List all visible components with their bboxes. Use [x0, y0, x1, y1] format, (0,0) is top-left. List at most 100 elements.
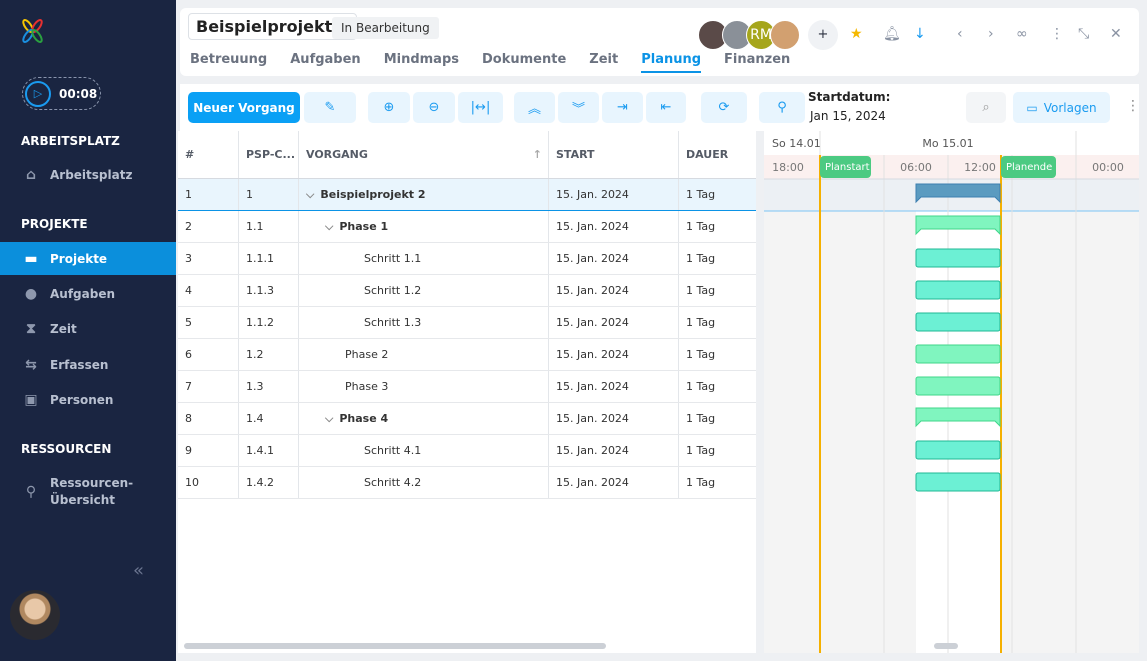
- gantt-toolbar: Neuer Vorgang ✎ ⊕ ⊖ |↔| ︽ ︾ ⇥ ⇤ ⟳ ⚲ Star…: [180, 84, 1140, 131]
- close-icon[interactable]: ✕: [1110, 26, 1122, 42]
- chevron-down-icon[interactable]: ⌵: [325, 219, 334, 233]
- task-name: Phase 4: [339, 412, 389, 425]
- fit-width-button[interactable]: |↔|: [458, 92, 503, 123]
- templates-label: Vorlagen: [1043, 100, 1097, 115]
- templates-icon: ▭: [1026, 100, 1038, 115]
- more-vertical-icon[interactable]: ⋮: [1050, 26, 1064, 42]
- section-arbeitsplatz: ARBEITSPLATZ: [21, 134, 120, 148]
- new-task-button[interactable]: Neuer Vorgang: [188, 92, 300, 123]
- zoom-in-button[interactable]: ⊕: [368, 92, 410, 123]
- sidebar-item-arbeitsplatz[interactable]: ⌂ Arbeitsplatz: [0, 158, 176, 191]
- grid-scrollbar[interactable]: [184, 643, 606, 649]
- arrow-down-icon[interactable]: ↓: [914, 26, 926, 42]
- col-vorgang[interactable]: VORGANG ↑: [299, 131, 549, 178]
- table-row[interactable]: 7 1.3 Phase 3 15. Jan. 2024 1 Tag: [178, 371, 756, 403]
- chevron-right-icon[interactable]: ›: [988, 26, 994, 42]
- user-avatar[interactable]: [10, 590, 60, 640]
- expand-all-button[interactable]: ︾: [558, 92, 599, 123]
- label: Projekte: [50, 251, 108, 266]
- avatar[interactable]: [770, 20, 800, 50]
- sidebar-item-zeit[interactable]: ⧗ Zeit: [0, 312, 176, 345]
- refresh-icon: ⟳: [718, 100, 730, 115]
- day-label: Mo 15.01: [922, 137, 973, 150]
- table-row[interactable]: 4 1.1.3 Schritt 1.2 15. Jan. 2024 1 Tag: [178, 275, 756, 307]
- section-ressourcen: RESSOURCEN: [21, 442, 112, 456]
- collapse-sidebar-icon[interactable]: «: [133, 560, 145, 581]
- hour-label: 18:00: [772, 161, 804, 174]
- fit-width-icon: |↔|: [470, 100, 491, 115]
- tab-dokumente[interactable]: Dokumente: [482, 52, 567, 67]
- cell-dauer: 1 Tag: [686, 220, 716, 233]
- tab-betreuung[interactable]: Betreuung: [190, 52, 268, 67]
- sidebar: ▷ 00:08 ARBEITSPLATZ ⌂ Arbeitsplatz PROJEK…: [0, 0, 176, 661]
- col-psp[interactable]: PSP-C...: [239, 131, 299, 178]
- zoom-out-button[interactable]: ⊖: [413, 92, 455, 123]
- col-dauer[interactable]: DAUER: [686, 148, 729, 161]
- chevron-left-icon[interactable]: ‹: [957, 26, 963, 42]
- label: Arbeitsplatz: [50, 167, 133, 182]
- sort-asc-icon[interactable]: ↑: [532, 148, 542, 161]
- cell-dauer: 1 Tag: [686, 188, 716, 201]
- outdent-button[interactable]: ⇤: [646, 92, 686, 123]
- cell-psp: 1.1.1: [239, 243, 299, 274]
- task-name: Schritt 1.1: [364, 252, 422, 265]
- cell-vorgang: ⌵ Phase 1: [299, 211, 549, 242]
- task-grid: # PSP-C... VORGANG ↑ START DAUER 1 1 ⌵ Beisp…: [178, 131, 756, 653]
- cell-vorgang: Phase 2: [299, 339, 549, 370]
- table-row[interactable]: 8 1.4 ⌵ Phase 4 15. Jan. 2024 1 Tag: [178, 403, 756, 435]
- search-button[interactable]: ⌕: [966, 92, 1006, 123]
- sidebar-item-aufgaben[interactable]: ● Aufgaben: [0, 277, 176, 310]
- search-icon: ⌕: [982, 100, 990, 115]
- edit-button[interactable]: ✎: [304, 92, 356, 123]
- table-row[interactable]: 10 1.4.2 Schritt 4.2 15. Jan. 2024 1 Tag: [178, 467, 756, 499]
- table-row[interactable]: 5 1.1.2 Schritt 1.3 15. Jan. 2024 1 Tag: [178, 307, 756, 339]
- plan-end-label: Planende: [1006, 162, 1052, 173]
- minimize-icon[interactable]: ⤡: [1078, 26, 1090, 42]
- more-vertical-icon[interactable]: ⋮: [1126, 98, 1140, 114]
- outdent-icon: ⇤: [660, 100, 672, 115]
- link-icon[interactable]: ∞: [1016, 26, 1028, 42]
- bell-icon[interactable]: 🔔︎: [883, 26, 901, 42]
- cell-number: 7: [178, 371, 239, 402]
- map-pin-icon: ⚲: [25, 484, 37, 500]
- play-icon[interactable]: ▷: [25, 80, 51, 107]
- cell-psp: 1.3: [239, 371, 299, 402]
- tab-zeit[interactable]: Zeit: [589, 52, 619, 67]
- start-date-value[interactable]: Jan 15, 2024: [810, 109, 886, 123]
- sidebar-item-ressourcen[interactable]: ⚲ Ressourcen- Übersicht: [0, 474, 176, 510]
- templates-button[interactable]: ▭ Vorlagen: [1013, 92, 1110, 123]
- table-row[interactable]: 9 1.4.1 Schritt 4.1 15. Jan. 2024 1 Tag: [178, 435, 756, 467]
- cell-vorgang: Schritt 1.3: [299, 307, 549, 338]
- tab-finanzen[interactable]: Finanzen: [724, 52, 791, 67]
- label: Ressourcen- Übersicht: [50, 476, 134, 507]
- table-row[interactable]: 1 1 ⌵ Beispielprojekt 2 15. Jan. 2024 1 Tag: [178, 179, 756, 211]
- cell-number: 9: [178, 435, 239, 466]
- sidebar-item-projekte[interactable]: ▬ Projekte: [0, 242, 176, 275]
- start-date-label: Startdatum:: [808, 90, 891, 104]
- star-icon[interactable]: ★: [850, 26, 863, 42]
- tab-planung[interactable]: Planung: [641, 52, 702, 73]
- chevron-down-icon[interactable]: ⌵: [306, 187, 315, 201]
- tab-mindmaps[interactable]: Mindmaps: [383, 52, 460, 67]
- cell-psp: 1.1.2: [239, 307, 299, 338]
- sidebar-item-erfassen[interactable]: ⇆ Erfassen: [0, 348, 176, 381]
- table-row[interactable]: 2 1.1 ⌵ Phase 1 15. Jan. 2024 1 Tag: [178, 211, 756, 243]
- collapse-all-button[interactable]: ︽: [514, 92, 555, 123]
- sidebar-item-personen[interactable]: ▣ Personen: [0, 383, 176, 416]
- col-start[interactable]: START: [549, 131, 679, 178]
- table-row[interactable]: 6 1.2 Phase 2 15. Jan. 2024 1 Tag: [178, 339, 756, 371]
- status-badge[interactable]: In Bearbeitung: [332, 17, 439, 39]
- today-button[interactable]: ⚲: [759, 92, 805, 123]
- pencil-icon: ✎: [324, 100, 336, 115]
- indent-button[interactable]: ⇥: [602, 92, 643, 123]
- summary-bar: [915, 215, 1001, 236]
- cell-psp: 1.4.1: [239, 435, 299, 466]
- chevron-down-icon[interactable]: ⌵: [325, 411, 334, 425]
- col-number[interactable]: #: [178, 131, 239, 178]
- gantt-scrollbar[interactable]: [934, 643, 958, 649]
- table-row[interactable]: 3 1.1.1 Schritt 1.1 15. Jan. 2024 1 Tag: [178, 243, 756, 275]
- add-member-button[interactable]: +: [808, 20, 838, 50]
- tab-aufgaben[interactable]: Aufgaben: [290, 52, 361, 67]
- time-tracker[interactable]: ▷ 00:08: [22, 77, 101, 110]
- refresh-button[interactable]: ⟳: [701, 92, 747, 123]
